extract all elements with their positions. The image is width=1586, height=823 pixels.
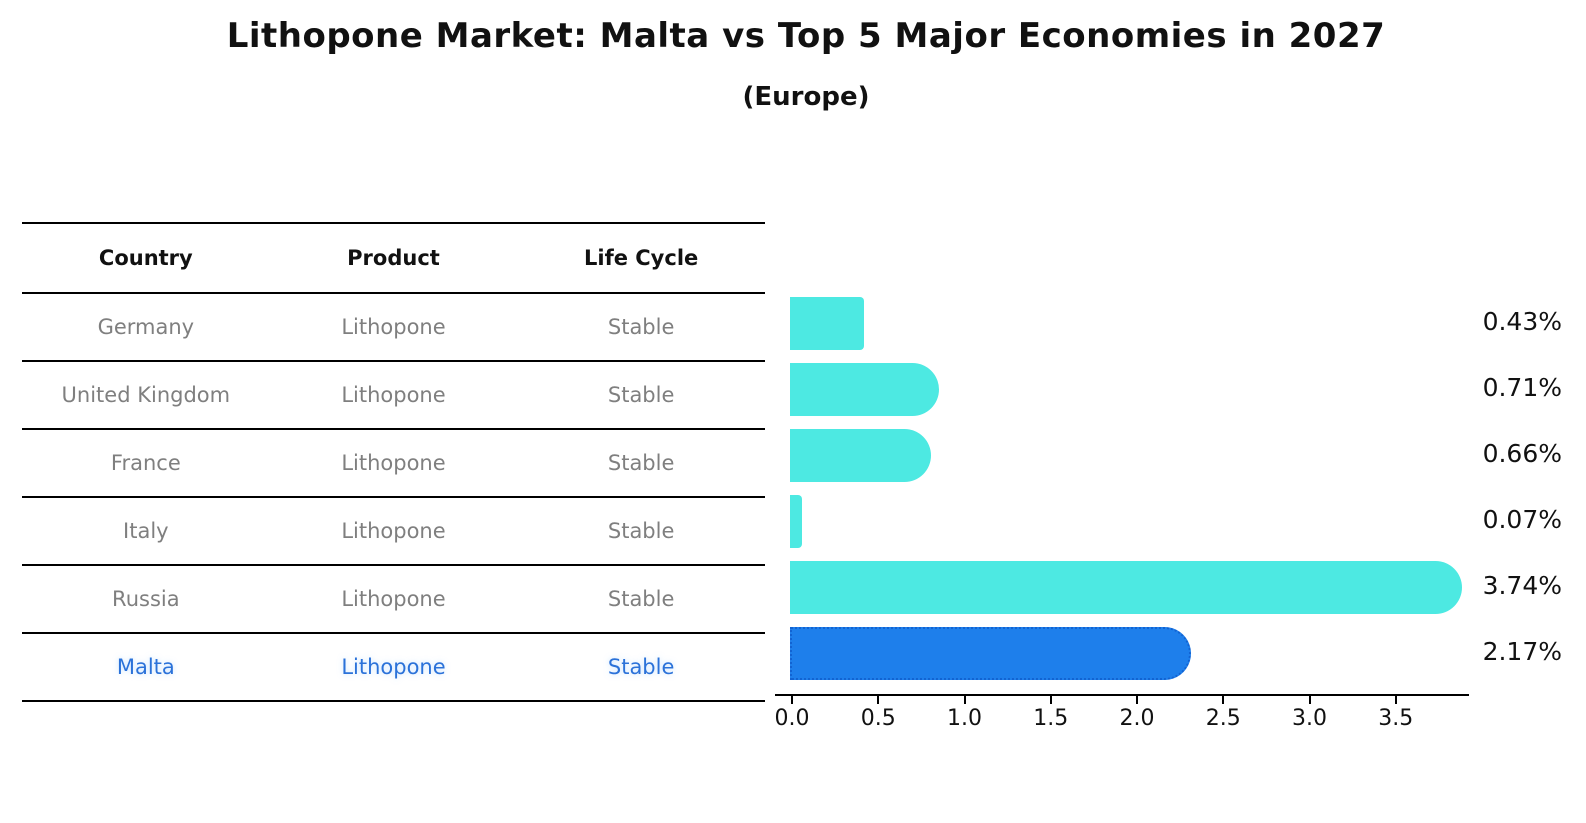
cell-product: Lithopone — [341, 451, 446, 475]
bar-italy — [790, 494, 803, 548]
column-header-product: Product — [347, 246, 440, 270]
cell-product: Lithopone — [341, 655, 446, 679]
value-label-italy: 0.07% — [1482, 505, 1562, 534]
x-tick-mark — [1394, 696, 1397, 704]
x-axis-line — [775, 694, 1469, 696]
cell-country: Italy — [123, 519, 169, 543]
x-tick-label: 0.5 — [860, 706, 896, 731]
country-table: Country Product Life Cycle Germany Litho… — [22, 222, 765, 702]
x-tick-label: 2.5 — [1205, 706, 1241, 731]
x-tick-mark — [877, 696, 880, 704]
cell-life-cycle: Stable — [607, 383, 675, 407]
table-row-germany: Germany Lithopone Stable — [22, 294, 765, 362]
cell-country: Russia — [112, 587, 180, 611]
table-row-united-kingdom: United Kingdom Lithopone Stable — [22, 362, 765, 430]
x-tick-mark — [1049, 696, 1052, 704]
x-tick-mark — [1222, 696, 1225, 704]
bar-united-kingdom — [790, 362, 940, 416]
table-row-malta: Malta Lithopone Stable — [22, 634, 765, 702]
cell-life-cycle: Stable — [607, 519, 675, 543]
cell-country: Germany — [97, 315, 195, 339]
cell-product: Lithopone — [341, 383, 446, 407]
value-label-france: 0.66% — [1482, 439, 1562, 468]
cell-country: France — [110, 451, 181, 475]
column-header-life-cycle: Life Cycle — [584, 246, 699, 270]
x-tick-mark — [963, 696, 966, 704]
cell-product: Lithopone — [341, 519, 446, 543]
x-tick-label: 3.5 — [1378, 706, 1414, 731]
cell-product: Lithopone — [341, 587, 446, 611]
cell-product: Lithopone — [341, 315, 446, 339]
x-tick-mark — [791, 696, 793, 704]
cell-life-cycle: Stable — [607, 451, 675, 475]
value-label-united-kingdom: 0.71% — [1482, 373, 1562, 402]
column-header-country: Country — [98, 246, 193, 270]
bar-france — [790, 428, 931, 482]
x-tick-label: 3.0 — [1292, 706, 1327, 731]
table-header-row: Country Product Life Cycle — [22, 224, 765, 294]
x-tick-label: 1.5 — [1033, 706, 1069, 731]
cell-life-cycle: Stable — [607, 315, 675, 339]
x-tick-label: 0.0 — [774, 706, 810, 731]
chart-subtitle: (Europe) — [742, 82, 870, 112]
table-row-france: France Lithopone Stable — [22, 430, 765, 498]
table-row-italy: Italy Lithopone Stable — [22, 498, 765, 566]
value-label-russia: 3.74% — [1482, 571, 1562, 600]
cell-life-cycle: Stable — [607, 655, 675, 679]
cell-country: United Kingdom — [61, 383, 231, 407]
x-tick-label: 2.0 — [1119, 706, 1155, 731]
chart-title: Lithopone Market: Malta vs Top 5 Major E… — [226, 16, 1386, 56]
bar-malta — [790, 626, 1192, 680]
table-row-russia: Russia Lithopone Stable — [22, 566, 765, 634]
cell-life-cycle: Stable — [607, 587, 675, 611]
bar-russia — [790, 560, 1463, 614]
value-label-malta: 2.17% — [1482, 637, 1562, 666]
bar-germany — [790, 296, 865, 350]
x-tick-mark — [1136, 696, 1138, 704]
value-label-germany: 0.43% — [1482, 307, 1562, 336]
cell-country: Malta — [116, 655, 175, 679]
x-tick-label: 1.0 — [947, 706, 982, 731]
x-tick-mark — [1308, 696, 1311, 704]
